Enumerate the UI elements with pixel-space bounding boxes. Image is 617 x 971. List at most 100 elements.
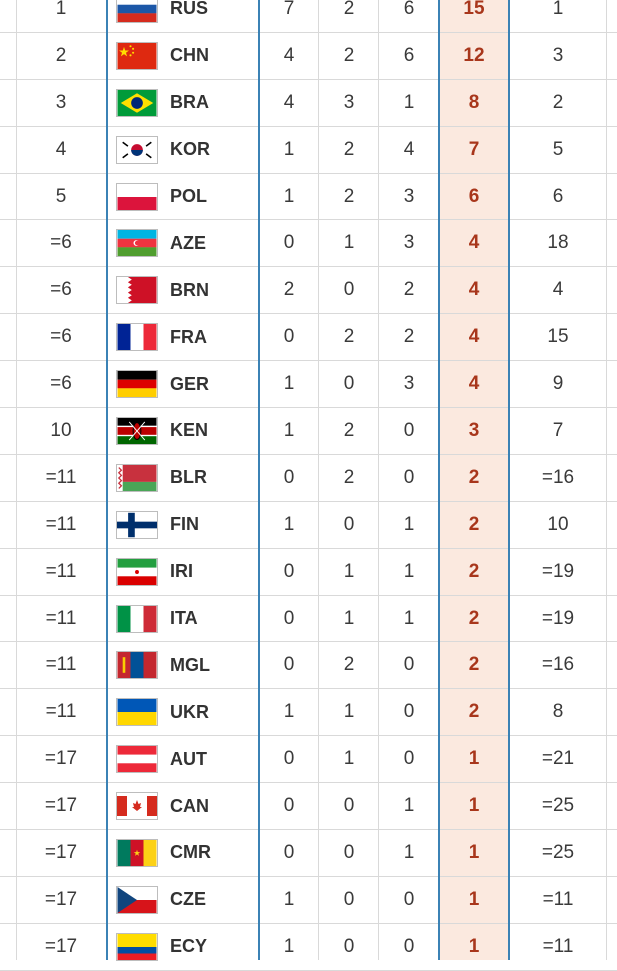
previous-rank-cell: 6 <box>552 185 564 207</box>
previous-rank-cell: =25 <box>541 841 575 863</box>
silver-cell: 2 <box>343 419 355 441</box>
previous-rank-cell: 9 <box>552 373 564 395</box>
silver-cell: 1 <box>343 748 355 770</box>
country-cell: CZE <box>108 877 258 923</box>
previous-rank-cell: =11 <box>542 888 574 910</box>
gold-cell: 1 <box>283 935 295 957</box>
total-cell: 2 <box>468 654 480 676</box>
country-cell: KOR <box>108 127 258 173</box>
austria-flag-icon <box>116 745 158 774</box>
table-row[interactable]: =11 ITA 0 1 1 2 =19 <box>0 596 617 643</box>
country-code: AUT <box>170 748 207 769</box>
germany-flag-icon <box>116 370 158 399</box>
table-row[interactable]: 1 RUS 7 2 6 15 1 <box>0 0 617 33</box>
gold-cell: 0 <box>283 326 295 348</box>
country-code: KOR <box>170 139 210 160</box>
total-cell: 7 <box>468 138 480 160</box>
table-row[interactable]: 2 CHN 4 2 6 12 3 <box>0 33 617 80</box>
bronze-cell: 1 <box>403 841 415 863</box>
silver-cell: 2 <box>343 185 355 207</box>
brazil-flag-icon <box>116 88 158 117</box>
table-row[interactable]: =6 GER 1 0 3 4 9 <box>0 361 617 409</box>
country-cell: AZE <box>108 220 258 266</box>
rank-cell: =17 <box>44 888 78 910</box>
table-row[interactable]: =17 CAN 0 0 1 1 =25 <box>0 783 617 831</box>
rank-cell: =11 <box>45 701 77 723</box>
table-row[interactable]: 3 BRA 4 3 1 8 2 <box>0 80 617 127</box>
table-row[interactable]: =11 BLR 0 2 0 2 =16 <box>0 455 617 502</box>
table-row[interactable]: =6 BRN 2 0 2 4 4 <box>0 267 617 315</box>
rank-cell: 1 <box>55 0 67 19</box>
total-column-background <box>440 0 508 960</box>
country-code: BRA <box>170 92 209 113</box>
country-cell: KEN <box>108 408 258 454</box>
bronze-cell: 0 <box>403 654 415 676</box>
previous-rank-cell: 3 <box>552 44 564 66</box>
table-row[interactable]: 4 KOR 1 2 4 7 5 <box>0 127 617 174</box>
silver-cell: 1 <box>343 232 355 254</box>
silver-cell: 2 <box>343 44 355 66</box>
bronze-cell: 2 <box>403 326 415 348</box>
gold-cell: 1 <box>283 185 295 207</box>
country-code: AZE <box>170 232 206 253</box>
azerbaijan-flag-icon <box>116 229 158 258</box>
bronze-cell: 0 <box>403 419 415 441</box>
table-row[interactable]: =11 IRI 0 1 1 2 =19 <box>0 549 617 596</box>
country-code: FRA <box>170 326 207 347</box>
previous-rank-cell: 7 <box>552 419 564 441</box>
country-code: GER <box>170 373 210 394</box>
table-row[interactable]: 10 KEN 1 2 0 3 7 <box>0 408 617 455</box>
table-row[interactable]: =11 FIN 1 0 1 2 10 <box>0 502 617 549</box>
total-cell: 1 <box>468 841 480 863</box>
column-divider <box>508 0 510 960</box>
total-cell: 6 <box>468 185 480 207</box>
previous-rank-cell: 1 <box>552 0 564 19</box>
table-row[interactable]: 5 POL 1 2 3 6 6 <box>0 174 617 221</box>
silver-cell: 3 <box>343 91 355 113</box>
country-cell: CHN <box>108 33 258 79</box>
table-row[interactable]: =17 CMR 0 0 1 1 =25 <box>0 830 617 877</box>
belarus-flag-icon <box>116 463 158 492</box>
silver-cell: 2 <box>343 654 355 676</box>
rank-cell: =11 <box>45 560 77 582</box>
poland-flag-icon <box>116 182 158 211</box>
rank-cell: =11 <box>45 654 77 676</box>
total-cell: 1 <box>468 795 480 817</box>
table-row[interactable]: =17 CZE 1 0 0 1 =11 <box>0 877 617 924</box>
country-cell: BRN <box>108 267 258 313</box>
total-cell: 2 <box>468 701 480 723</box>
table-row[interactable]: =6 AZE 0 1 3 4 18 <box>0 220 617 268</box>
bronze-cell: 1 <box>403 91 415 113</box>
country-cell: ITA <box>108 596 258 642</box>
rank-cell: =11 <box>45 607 77 629</box>
rank-cell: =6 <box>50 279 72 301</box>
bronze-cell: 6 <box>403 44 415 66</box>
rank-cell: 4 <box>55 138 67 160</box>
silver-cell: 1 <box>343 560 355 582</box>
table-row[interactable]: =6 FRA 0 2 2 4 15 <box>0 314 617 362</box>
gold-cell: 0 <box>283 654 295 676</box>
country-cell: POL <box>108 174 258 220</box>
table-row[interactable]: =11 MGL 0 2 0 2 =16 <box>0 642 617 690</box>
table-row[interactable]: =17 AUT 0 1 0 1 =21 <box>0 736 617 784</box>
table-row[interactable]: =17 ECY 1 0 0 1 =11 <box>0 924 617 971</box>
rank-cell: 2 <box>55 44 67 66</box>
gold-cell: 2 <box>283 279 295 301</box>
country-code: ITA <box>170 608 198 629</box>
previous-rank-cell: =19 <box>541 607 575 629</box>
country-code: BRN <box>170 279 209 300</box>
gold-cell: 7 <box>283 0 295 19</box>
country-cell: FRA <box>108 314 258 360</box>
total-cell: 1 <box>468 935 480 957</box>
gold-cell: 1 <box>283 419 295 441</box>
total-cell: 4 <box>468 373 480 395</box>
silver-cell: 2 <box>343 0 355 19</box>
silver-cell: 2 <box>343 326 355 348</box>
country-cell: GER <box>108 361 258 407</box>
silver-cell: 2 <box>343 466 355 488</box>
previous-rank-cell: 5 <box>552 138 564 160</box>
ecuador-flag-icon <box>116 932 158 961</box>
table-row[interactable]: =11 UKR 1 1 0 2 8 <box>0 689 617 737</box>
rank-cell: 3 <box>55 91 67 113</box>
rank-cell: =17 <box>44 748 78 770</box>
